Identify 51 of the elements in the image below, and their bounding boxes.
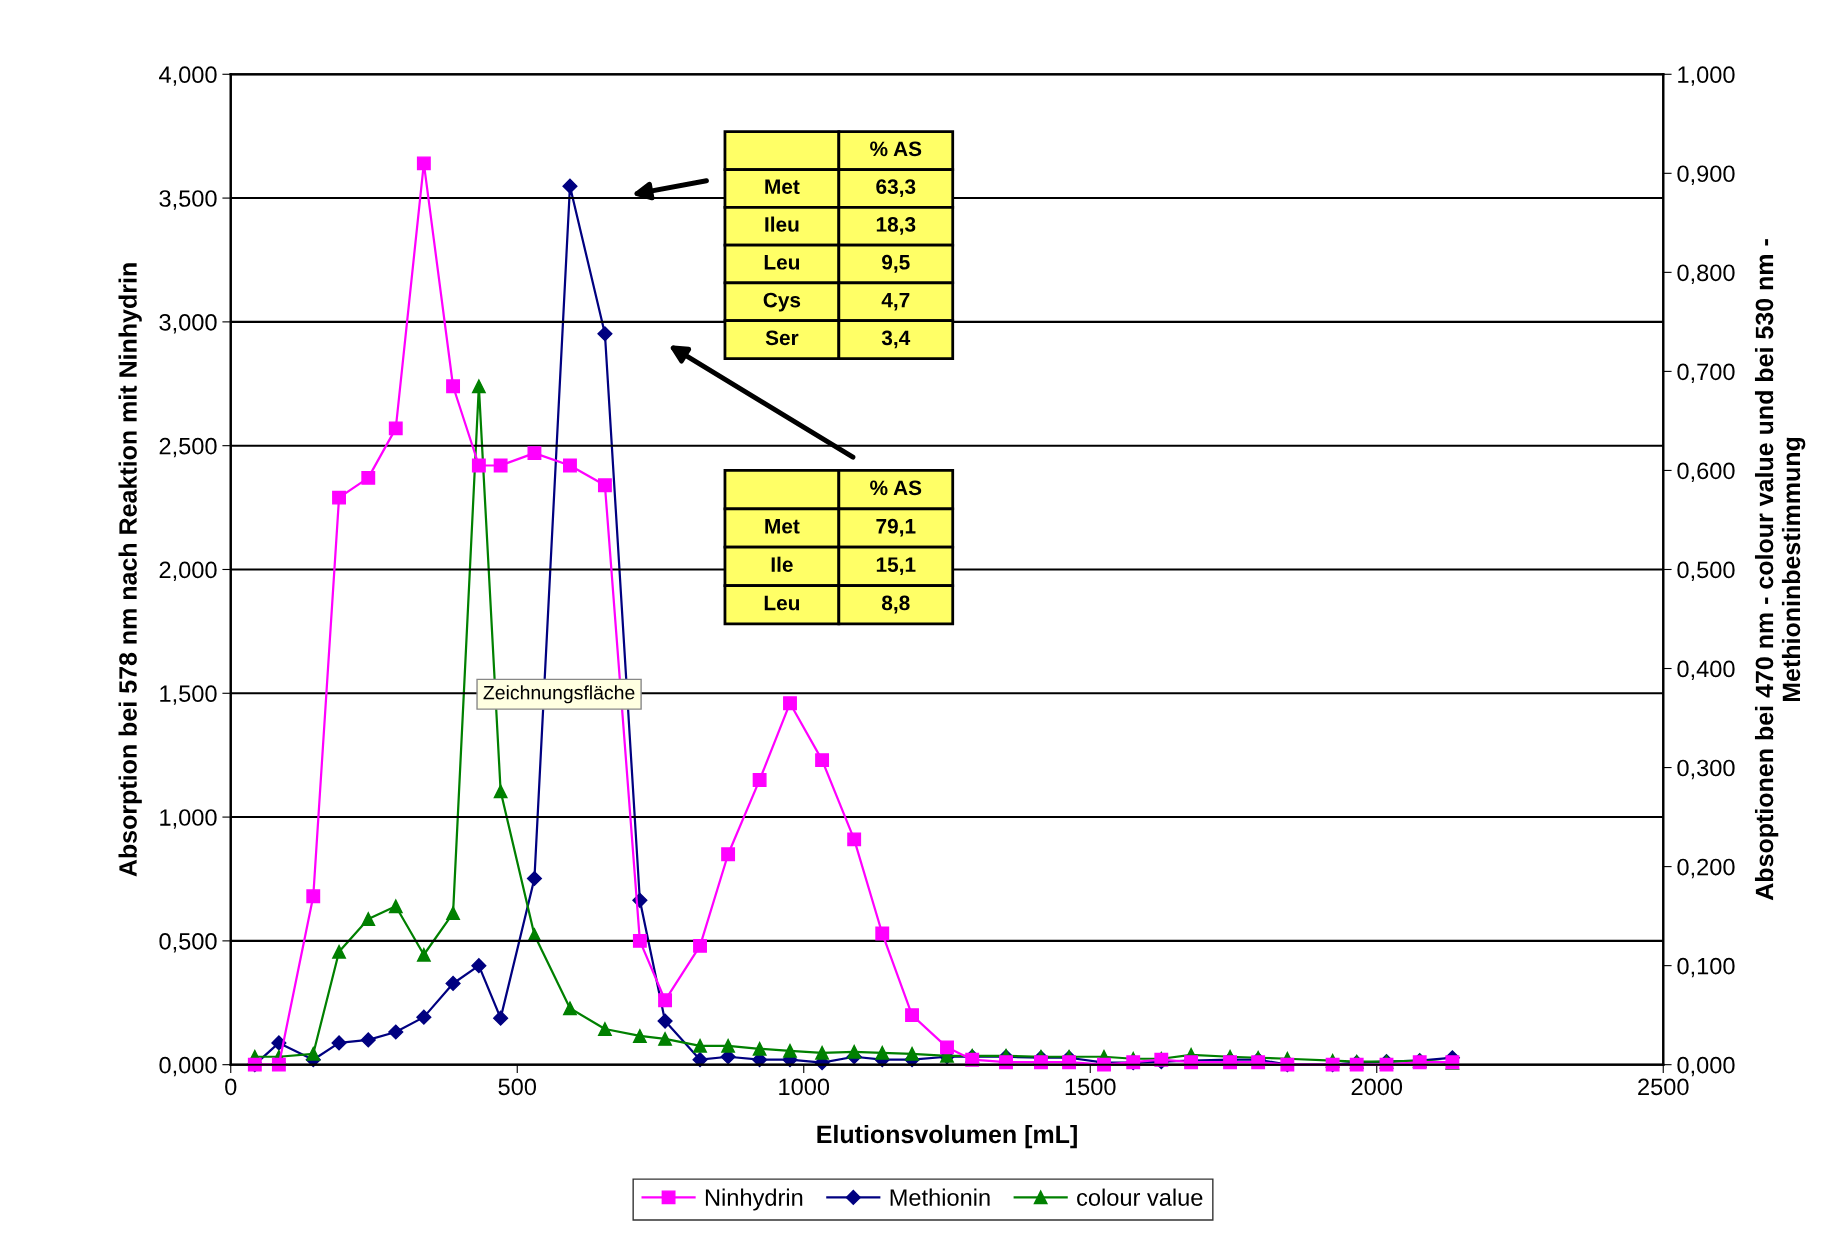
x-tick-label: 2500: [1638, 1078, 1689, 1096]
x-tick-label: 1500: [1065, 1078, 1116, 1096]
y2-tick-label: 0,400: [1677, 660, 1735, 681]
annotation: 63,3: [876, 179, 916, 198]
y-tick-label: 0,000: [159, 1056, 217, 1077]
y2-tick-label: 0,600: [1677, 462, 1735, 483]
legend-label: Methionin: [890, 1188, 990, 1206]
y2-tick-label: 0,200: [1677, 858, 1735, 879]
y-tick-label: 0,500: [159, 932, 217, 953]
x-tick-label: 500: [498, 1078, 537, 1096]
annotation: % AS: [870, 141, 922, 157]
y2-tick-label: 0,100: [1677, 957, 1735, 978]
y-tick-label: 3,000: [159, 313, 217, 334]
annotation: Leu: [764, 255, 800, 270]
annotation: 8,8: [881, 595, 910, 614]
y2-tick-label: 0,000: [1677, 1056, 1735, 1077]
annotation: 4,7: [881, 292, 910, 311]
y-tick-label: 1,500: [160, 685, 217, 705]
y-axis-title: Absorption bei 578 nm nach Reaktion mit Ninhydrin: [118, 263, 142, 877]
annotation: Leu: [764, 595, 800, 611]
x-tick-label: 2000: [1351, 1078, 1403, 1096]
y2-tick-label: 0,300: [1677, 759, 1735, 780]
y2-tick-label: 0,500: [1677, 561, 1735, 582]
annotation: 9,5: [882, 254, 910, 273]
annotation: 18,3: [876, 217, 916, 235]
y2-axis-title: Absoptionen bei 470 nm - colour value und bei 530 nm - Methioninbestimmung: [1754, 239, 1806, 901]
legend-label: Ninhydrin: [705, 1188, 803, 1211]
annotation: 3,4: [881, 330, 911, 349]
x-axis-title: Elutionsvolumen [mL]: [817, 1124, 1077, 1149]
y2-tick-label: 0,900: [1677, 165, 1735, 185]
y2-tick-label: 0,800: [1677, 264, 1735, 284]
x-tick-label: 0: [225, 1078, 237, 1096]
y-tick-label: 1,000: [160, 809, 217, 829]
y-tick-label: 3,500: [159, 190, 217, 210]
annotation: 15,1: [876, 557, 916, 575]
annotation: Ile: [771, 556, 793, 572]
annotation: Cys: [763, 292, 801, 312]
annotation: Ileu: [765, 216, 799, 232]
y-tick-label: 2,000: [159, 561, 217, 582]
legend-label: colour value: [1077, 1188, 1203, 1206]
y-tick-label: 4,000: [159, 66, 217, 86]
annotation: Met: [765, 519, 800, 534]
y-tick-label: 2,500: [159, 437, 217, 458]
y2-tick-label: 1,000: [1678, 66, 1735, 86]
annotation: Met: [765, 179, 800, 195]
annotation: Zeichnungsfläche: [483, 685, 635, 704]
annotation: 79,1: [876, 518, 916, 537]
annotation: % AS: [870, 480, 922, 496]
annotation: Ser: [765, 330, 799, 346]
x-tick-label: 1000: [779, 1078, 830, 1096]
y2-tick-label: 0,700: [1677, 363, 1735, 383]
